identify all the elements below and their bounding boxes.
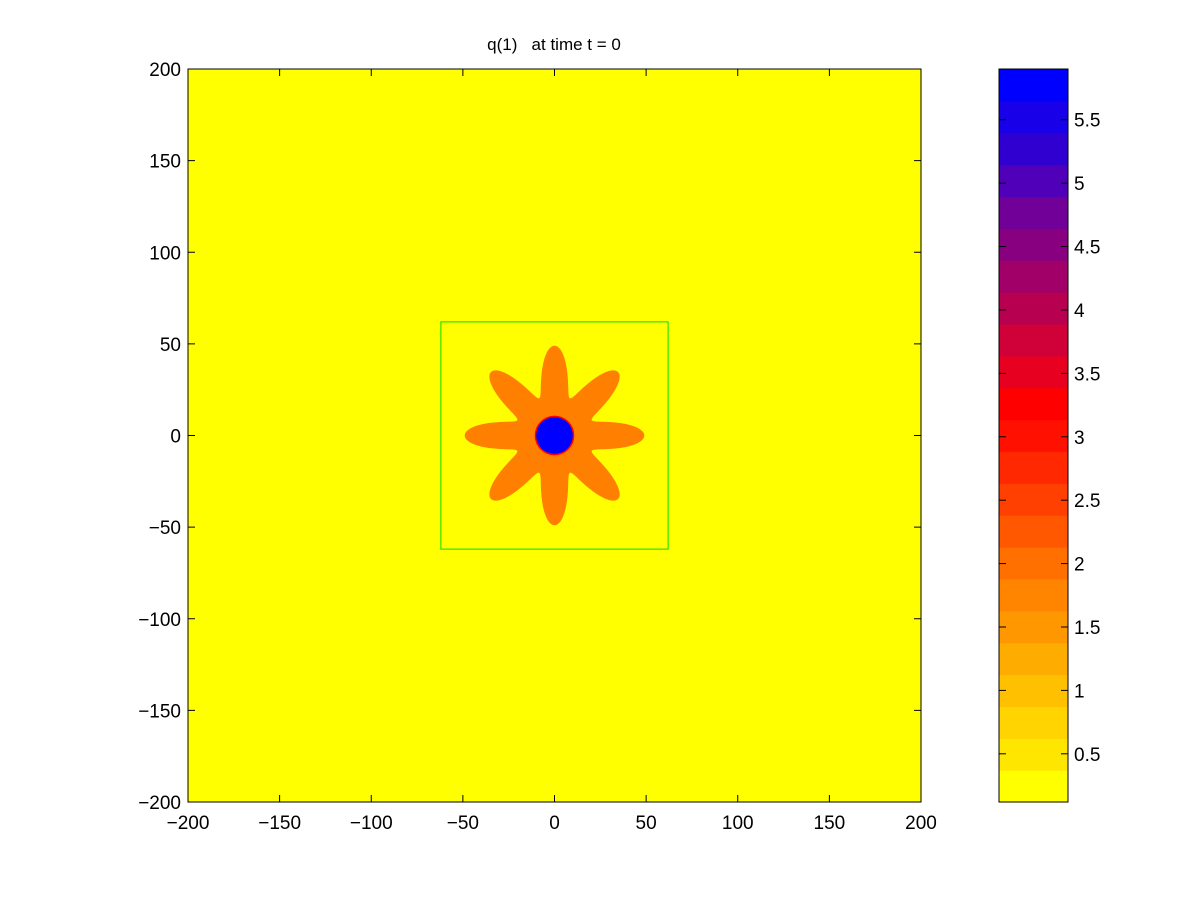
colorbar-band (999, 132, 1068, 166)
chart-title: q(1) at time t = 0 (487, 35, 621, 54)
colorbar-tick-label: 3 (1074, 428, 1085, 449)
x-tick-label: 100 (722, 813, 754, 834)
colorbar-band (999, 355, 1068, 389)
colorbar-band (999, 515, 1068, 548)
colorbar-bands (999, 69, 1068, 803)
refinement-box (440, 321, 669, 550)
x-tick-label: −200 (167, 813, 210, 834)
y-tick-label: −100 (138, 610, 181, 631)
colorbar-band (999, 323, 1068, 357)
colorbar-tick-label: 1.5 (1074, 618, 1100, 639)
colorbar-band (999, 483, 1068, 516)
colorbar-tick-label: 5.5 (1074, 111, 1100, 132)
colorbar-band (999, 642, 1068, 676)
colorbar: 0.5 1 1.5 2 2.5 3 3.5 4 4.5 5 5.5 (998, 68, 1100, 803)
colorbar-band (999, 228, 1068, 261)
colorbar-band (999, 610, 1068, 644)
colorbar-tick-label: 4.5 (1074, 238, 1100, 259)
colorbar-band (999, 292, 1068, 325)
y-tick-label: 0 (170, 427, 181, 448)
x-tick-label: −100 (350, 813, 393, 834)
colorbar-band (999, 706, 1068, 739)
x-axis: −200 −150 −100 −50 0 50 100 150 200 (167, 69, 937, 834)
x-tick-label: 150 (814, 813, 846, 834)
y-tick-label: 150 (149, 152, 181, 173)
colorbar-tick-label: 3.5 (1074, 364, 1100, 385)
x-tick-label: 0 (549, 813, 560, 834)
y-tick-label: 200 (149, 60, 181, 81)
colorbar-tick-label: 1 (1074, 681, 1085, 702)
colorbar-band (999, 770, 1068, 803)
colorbar-band (999, 260, 1068, 293)
colorbar-band (999, 419, 1068, 453)
plot-area (187, 68, 922, 803)
colorbar-tick-label: 2 (1074, 555, 1085, 576)
x-tick-label: −150 (258, 813, 301, 834)
x-tick-label: 200 (905, 813, 937, 834)
y-tick-label: 50 (160, 335, 181, 356)
colorbar-band (999, 451, 1068, 484)
y-tick-label: 100 (149, 243, 181, 264)
colorbar-tick-label: 2.5 (1074, 491, 1100, 512)
y-tick-label: −150 (138, 701, 181, 722)
core-region (536, 417, 573, 454)
x-tick-label: 50 (636, 813, 657, 834)
y-axis: −200 −150 −100 −50 0 50 100 150 200 (138, 60, 921, 814)
colorbar-tick-label: 0.5 (1074, 745, 1100, 766)
colorbar-band (999, 69, 1068, 102)
colorbar-band (999, 578, 1068, 612)
y-tick-label: −50 (149, 518, 181, 539)
colorbar-tick-label: 5 (1074, 174, 1085, 195)
colorbar-band (999, 387, 1068, 421)
colorbar-frame (998, 68, 1069, 803)
y-tick-label: −200 (138, 793, 181, 814)
colorbar-band (999, 196, 1068, 229)
colorbar-band (999, 164, 1068, 198)
colorbar-ticks: 0.5 1 1.5 2 2.5 3 3.5 4 4.5 5 5.5 (999, 111, 1100, 766)
colorbar-band (999, 547, 1068, 580)
colorbar-band (999, 674, 1068, 707)
colorbar-tick-label: 4 (1074, 301, 1085, 322)
colorbar-band (999, 738, 1068, 771)
colorbar-band (999, 100, 1068, 134)
x-tick-label: −50 (447, 813, 479, 834)
